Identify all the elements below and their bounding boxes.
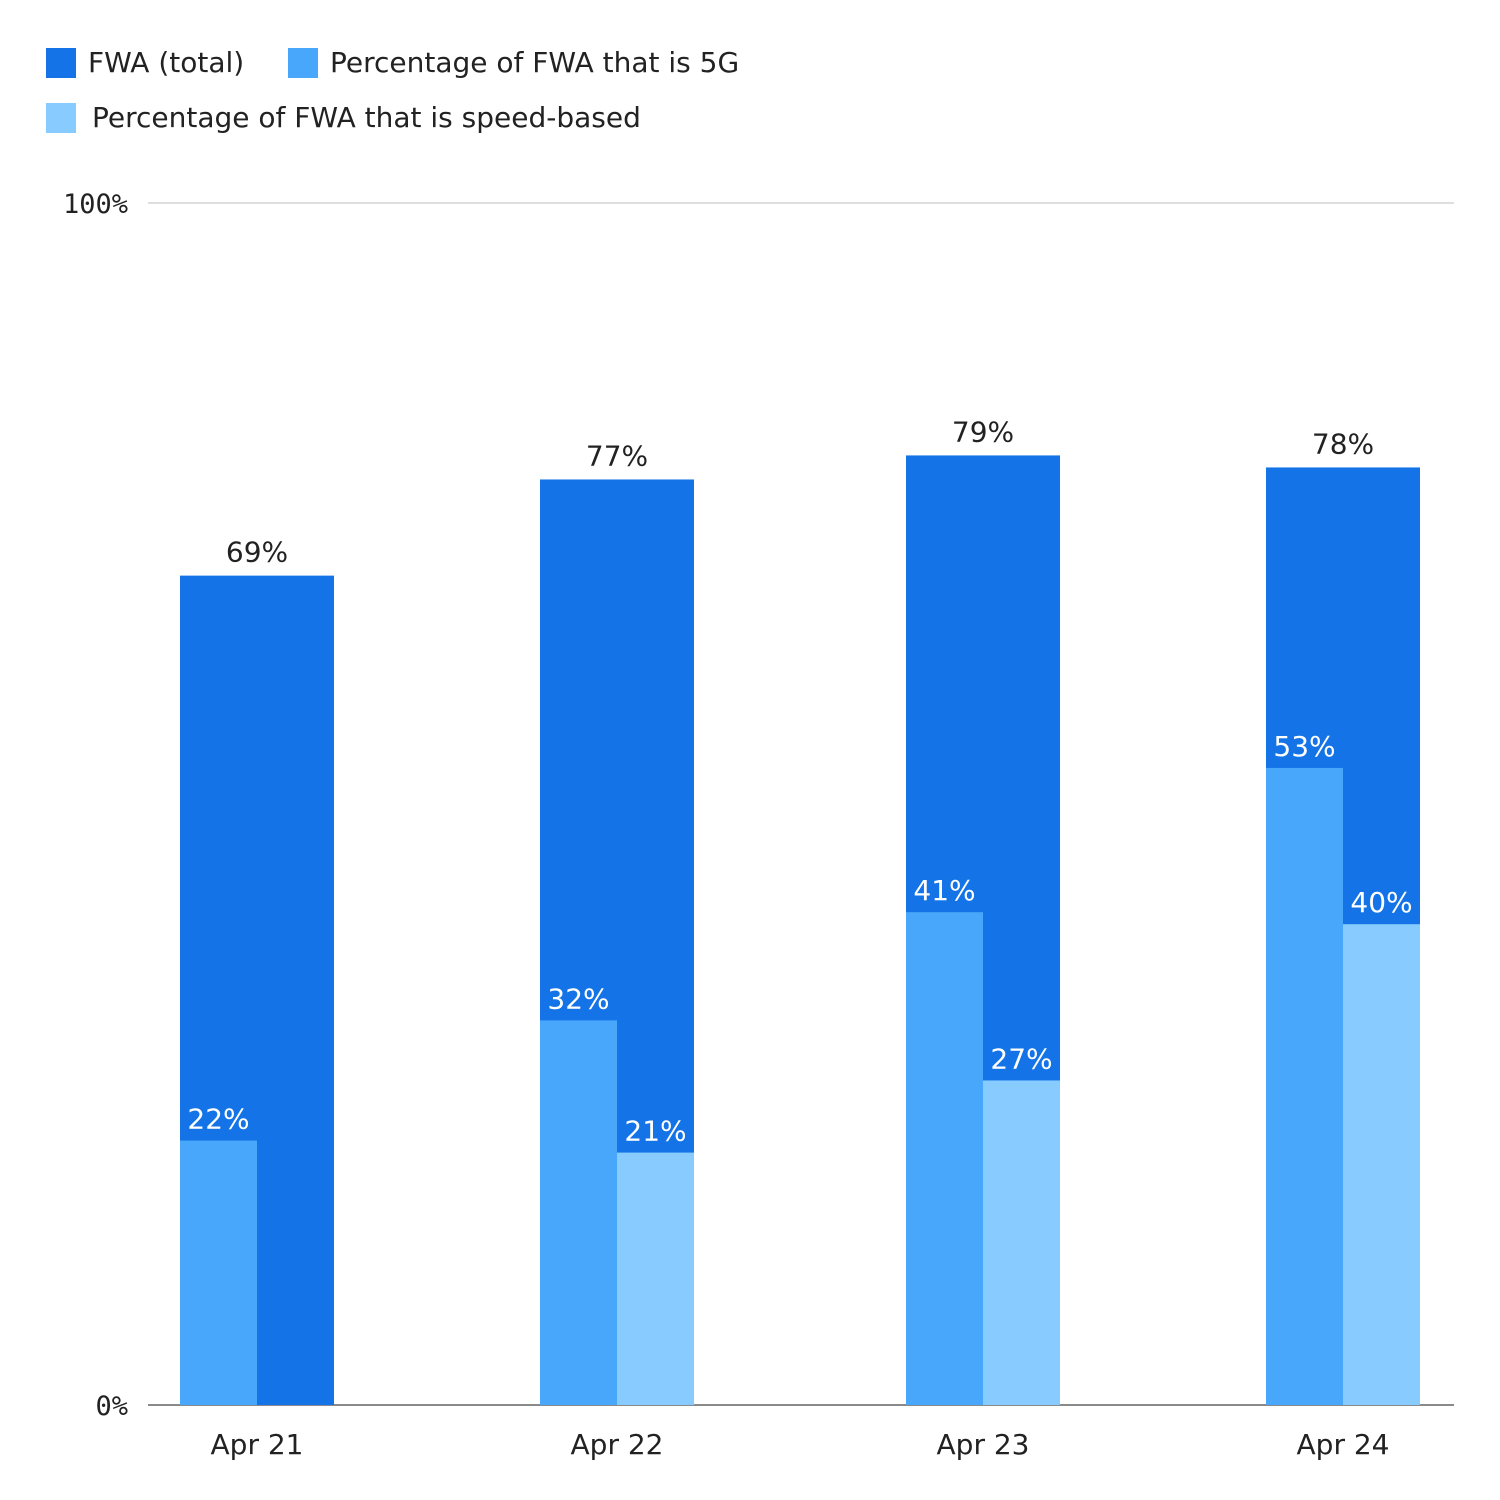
x-tick-label-3: Apr 24 <box>1297 1428 1390 1461</box>
bar-5g-0 <box>180 1140 257 1405</box>
bar-speed-based-1 <box>617 1152 694 1405</box>
data-label-speed-based-3: 40% <box>1350 886 1412 919</box>
y-tick-label-100: 100% <box>63 189 128 220</box>
bar-5g-3 <box>1266 767 1343 1405</box>
data-label-speed-based-2: 27% <box>990 1042 1052 1075</box>
legend-label-5g: Percentage of FWA that is 5G <box>330 46 740 79</box>
legend-swatch-5g <box>288 47 318 78</box>
x-tick-label-1: Apr 22 <box>571 1428 664 1461</box>
bar-5g-2 <box>906 912 983 1405</box>
x-tick-label-2: Apr 23 <box>937 1428 1030 1461</box>
data-label-fwa-total-1: 77% <box>586 439 648 472</box>
legend: FWA (total) Percentage of FWA that is 5G… <box>0 0 1500 150</box>
legend-swatch-speed-based <box>46 102 76 133</box>
data-label-speed-based-1: 21% <box>624 1115 686 1148</box>
data-label-fwa-total-2: 79% <box>952 415 1014 448</box>
legend-item-speed-based: Percentage of FWA that is speed-based <box>46 101 641 134</box>
bar-speed-based-2 <box>983 1080 1060 1405</box>
data-label-fwa-total-0: 69% <box>226 536 288 569</box>
x-tick-label-0: Apr 21 <box>211 1428 304 1461</box>
data-label-5g-1: 32% <box>547 982 609 1015</box>
legend-label-speed-based: Percentage of FWA that is speed-based <box>92 101 641 134</box>
data-label-fwa-total-3: 78% <box>1312 427 1374 460</box>
legend-label-fwa-total: FWA (total) <box>88 46 245 79</box>
data-label-5g-0: 22% <box>187 1103 249 1136</box>
data-label-5g-2: 41% <box>913 874 975 907</box>
data-label-5g-3: 53% <box>1273 730 1335 763</box>
bar-speed-based-3 <box>1343 924 1420 1405</box>
legend-item-fwa-total: FWA (total) <box>46 46 244 79</box>
y-tick-label-0: 0% <box>95 1391 128 1422</box>
legend-item-5g: Percentage of FWA that is 5G <box>288 46 739 79</box>
legend-swatch-fwa-total <box>46 47 76 78</box>
bar-5g-1 <box>540 1020 617 1405</box>
